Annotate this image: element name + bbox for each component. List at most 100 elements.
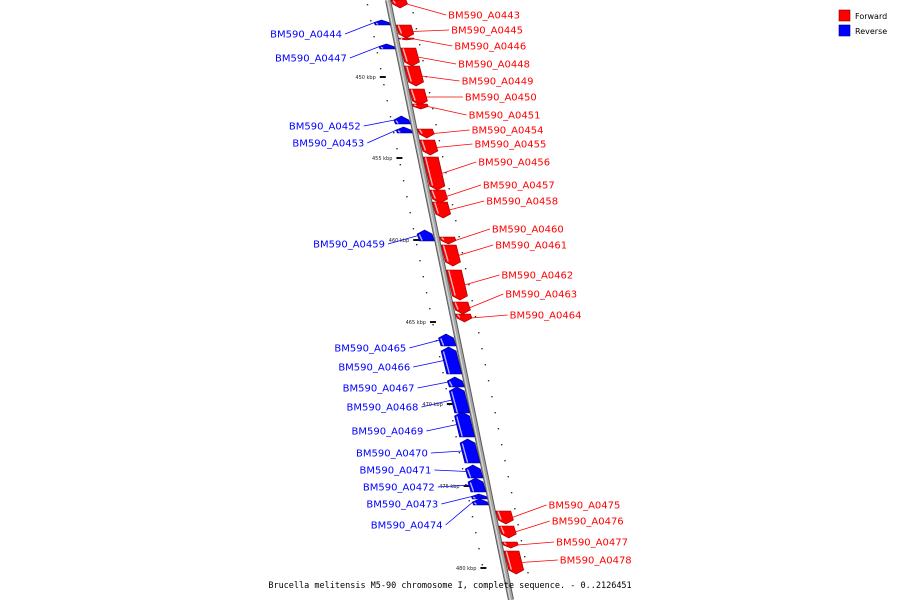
gene-label[interactable]: BM590_A0472 [363,483,435,494]
gene-bm590-a0471[interactable]: BM590_A0471 [360,464,484,479]
gene-arrow[interactable] [471,498,489,506]
gene-bm590-a0459[interactable]: BM590_A0459 [313,229,435,251]
gene-bm590-a0458[interactable]: BM590_A0458 [432,197,558,219]
gene-bm590-a0454[interactable]: BM590_A0454 [416,126,544,139]
gene-label[interactable]: BM590_A0449 [462,77,534,88]
gene-arrow[interactable] [495,510,514,525]
gene-arrow-highlight [451,391,458,413]
gene-bm590-a0450[interactable]: BM590_A0450 [408,88,537,106]
gene-bm590-a0444[interactable]: BM590_A0444 [270,19,391,41]
gene-arrow[interactable] [429,189,448,204]
gene-label[interactable]: BM590_A0456 [478,158,550,169]
gene-label[interactable]: BM590_A0477 [556,538,628,549]
gene-arrow[interactable] [446,269,468,301]
gene-arrow[interactable] [408,88,428,106]
gene-bm590-a0456[interactable]: BM590_A0456 [422,156,550,191]
gene-label[interactable]: BM590_A0445 [451,26,523,37]
gene-bm590-a0464[interactable]: BM590_A0464 [454,311,582,323]
gene-arrow[interactable] [454,411,475,438]
gene-bm590-a0470[interactable]: BM590_A0470 [356,438,481,464]
gene-arrow[interactable] [432,201,452,219]
gene-label[interactable]: BM590_A0452 [289,122,361,133]
gene-arrow[interactable] [373,19,391,26]
gene-bm590-a0447[interactable]: BM590_A0447 [275,43,396,65]
gene-arrow[interactable] [470,493,488,500]
gene-label[interactable]: BM590_A0467 [343,384,415,395]
gene-label[interactable]: BM590_A0447 [275,54,347,65]
gene-arrow[interactable] [459,438,481,464]
gene-bm590-a0476[interactable]: BM590_A0476 [498,517,624,539]
gene-bm590-a0451[interactable]: BM590_A0451 [411,103,541,122]
gene-arrow[interactable] [419,139,439,156]
gene-label[interactable]: BM590_A0471 [360,466,432,477]
gene-label[interactable]: BM590_A0443 [448,11,520,22]
gene-arrow-highlight [449,381,453,387]
gene-arrow[interactable] [398,37,415,41]
gene-label[interactable]: BM590_A0458 [486,197,558,208]
gene-bm590-a0474[interactable]: BM590_A0474 [371,498,489,532]
gene-bm590-a0462[interactable]: BM590_A0462 [446,269,573,301]
gene-bm590-a0455[interactable]: BM590_A0455 [419,139,547,156]
gene-label[interactable]: BM590_A0474 [371,521,443,532]
gene-bm590-a0448[interactable]: BM590_A0448 [400,47,530,71]
gene-arrow[interactable] [440,346,463,375]
gene-bm590-a0467[interactable]: BM590_A0467 [343,376,465,395]
gene-bm590-a0457[interactable]: BM590_A0457 [429,181,555,204]
gene-label[interactable]: BM590_A0473 [366,500,438,511]
gene-label[interactable]: BM590_A0460 [492,225,564,236]
gene-bm590-a0446[interactable]: BM590_A0446 [398,37,526,53]
gene-label[interactable]: BM590_A0476 [552,517,624,528]
gene-label[interactable]: BM590_A0468 [347,403,419,414]
gene-bm590-a0461[interactable]: BM590_A0461 [440,241,567,267]
gene-label[interactable]: BM590_A0457 [483,181,555,192]
gene-label[interactable]: BM590_A0451 [469,111,541,122]
gene-bm590-a0460[interactable]: BM590_A0460 [439,225,564,245]
gene-bm590-a0463[interactable]: BM590_A0463 [452,290,577,315]
gene-bm590-a0466[interactable]: BM590_A0466 [338,346,463,375]
gene-label[interactable]: BM590_A0466 [338,363,410,374]
gene-label[interactable]: BM590_A0469 [352,427,424,438]
gene-arrow[interactable] [416,128,435,139]
gene-arrow[interactable] [395,126,413,134]
gene-label[interactable]: BM590_A0448 [458,60,530,71]
gene-arrow[interactable] [400,47,420,67]
gene-label[interactable]: BM590_A0444 [270,30,342,41]
gene-label[interactable]: BM590_A0459 [313,240,385,251]
gene-bm590-a0445[interactable]: BM590_A0445 [395,24,523,39]
gene-arrow[interactable] [503,550,525,575]
gene-bm590-a0469[interactable]: BM590_A0469 [352,411,475,438]
gene-arrow[interactable] [378,43,396,50]
gene-bm590-a0473[interactable]: BM590_A0473 [366,493,488,511]
gene-label[interactable]: BM590_A0455 [475,140,547,151]
gene-bm590-a0478[interactable]: BM590_A0478 [503,550,632,575]
gene-label[interactable]: BM590_A0462 [501,271,573,282]
gene-bm590-a0475[interactable]: BM590_A0475 [495,501,621,525]
gene-arrow[interactable] [440,244,461,267]
gene-label[interactable]: BM590_A0475 [549,501,621,512]
gene-bm590-a0453[interactable]: BM590_A0453 [292,126,413,150]
gene-arrow[interactable] [404,65,424,87]
gene-label[interactable]: BM590_A0465 [334,344,406,355]
gene-bm590-a0449[interactable]: BM590_A0449 [404,65,534,88]
gene-bm590-a0465[interactable]: BM590_A0465 [334,333,457,355]
gene-label[interactable]: BM590_A0461 [495,241,567,252]
gene-arrow[interactable] [452,301,471,315]
gene-arrow[interactable] [422,156,446,191]
gene-bm590-a0477[interactable]: BM590_A0477 [501,538,628,549]
gene-label[interactable]: BM590_A0454 [472,126,544,137]
gene-label[interactable]: BM590_A0450 [465,93,537,104]
gene-label[interactable]: BM590_A0470 [356,449,428,460]
gene-label[interactable]: BM590_A0453 [292,139,364,150]
gene-label[interactable]: BM590_A0446 [454,42,526,53]
gene-leader-line [409,339,440,349]
gene-label[interactable]: BM590_A0478 [560,556,632,567]
gene-label[interactable]: BM590_A0464 [510,311,582,322]
gene-label[interactable]: BM590_A0463 [505,290,577,301]
gene-arrow[interactable] [393,115,411,125]
gene-arrow[interactable] [395,24,415,39]
gene-bm590-a0452[interactable]: BM590_A0452 [289,115,411,133]
gene-bm590-a0472[interactable]: BM590_A0472 [363,477,487,494]
gene-arrow[interactable] [498,525,517,539]
gene-bm590-a0443[interactable]: BM590_A0443 [390,0,520,22]
gene-leader-line [367,129,397,144]
